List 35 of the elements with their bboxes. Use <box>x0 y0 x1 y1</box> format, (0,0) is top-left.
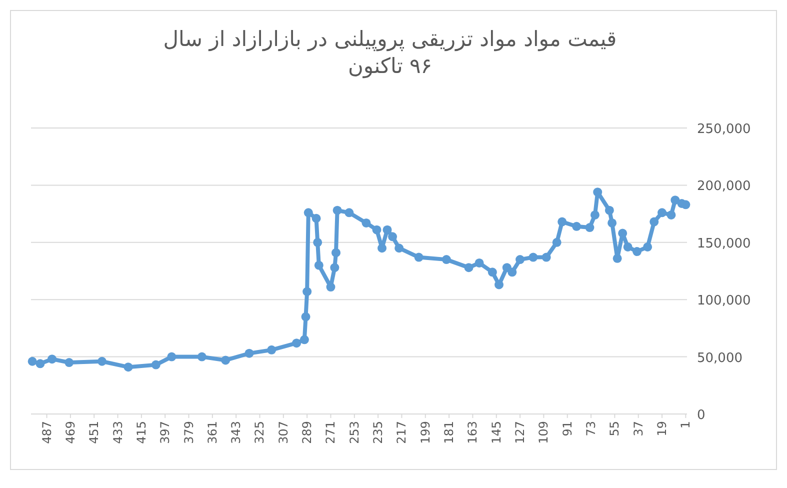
x-tick-label: 19 <box>655 421 670 436</box>
y-tick-label: 250,000 <box>697 122 751 137</box>
x-tick-label: 307 <box>276 421 290 444</box>
x-tick-label: 343 <box>229 421 244 444</box>
x-tick-label: 271 <box>324 421 338 444</box>
x-tick-label: 217 <box>394 421 409 444</box>
x-tick-label: 127 <box>513 421 528 444</box>
y-tick-label: 0 <box>697 408 706 423</box>
x-tick-label: 469 <box>63 421 78 444</box>
x-tick-label: 109 <box>536 421 551 444</box>
x-tick-label: 37 <box>631 421 646 436</box>
y-tick-label: 150,000 <box>697 236 751 252</box>
x-tick-label: 181 <box>442 421 456 444</box>
x-tick-label: 361 <box>205 421 220 444</box>
x-tick-label: 451 <box>87 421 102 444</box>
y-tick-label: 100,000 <box>697 294 751 309</box>
x-tick-label: 325 <box>252 421 267 444</box>
y-tick-label: 200,000 <box>697 179 751 194</box>
x-tick-label: 199 <box>418 421 432 444</box>
x-tick-label: 163 <box>466 421 480 444</box>
x-tick-label: 235 <box>371 421 386 444</box>
x-tick-label: 253 <box>347 421 362 444</box>
x-tick-label: 55 <box>608 421 622 436</box>
x-tick-label: 487 <box>40 421 54 444</box>
x-tick-label: 433 <box>110 421 125 444</box>
x-tick-label: 415 <box>134 421 148 444</box>
x-tick-label: 397 <box>158 421 172 444</box>
y-tick-label: 50,000 <box>697 350 742 366</box>
x-tick-label: 1 <box>678 421 693 429</box>
x-tick-label: 379 <box>182 421 196 444</box>
x-tick-label: 91 <box>560 421 574 436</box>
x-tick-label: 73 <box>584 421 598 436</box>
x-tick-label: 145 <box>489 421 504 444</box>
title: قیمت مواد مواد تزریقی پروپیلنی در بازارازاد از سال ۹۶ تاکنون <box>162 26 618 80</box>
x-tick-label: 289 <box>300 421 314 444</box>
